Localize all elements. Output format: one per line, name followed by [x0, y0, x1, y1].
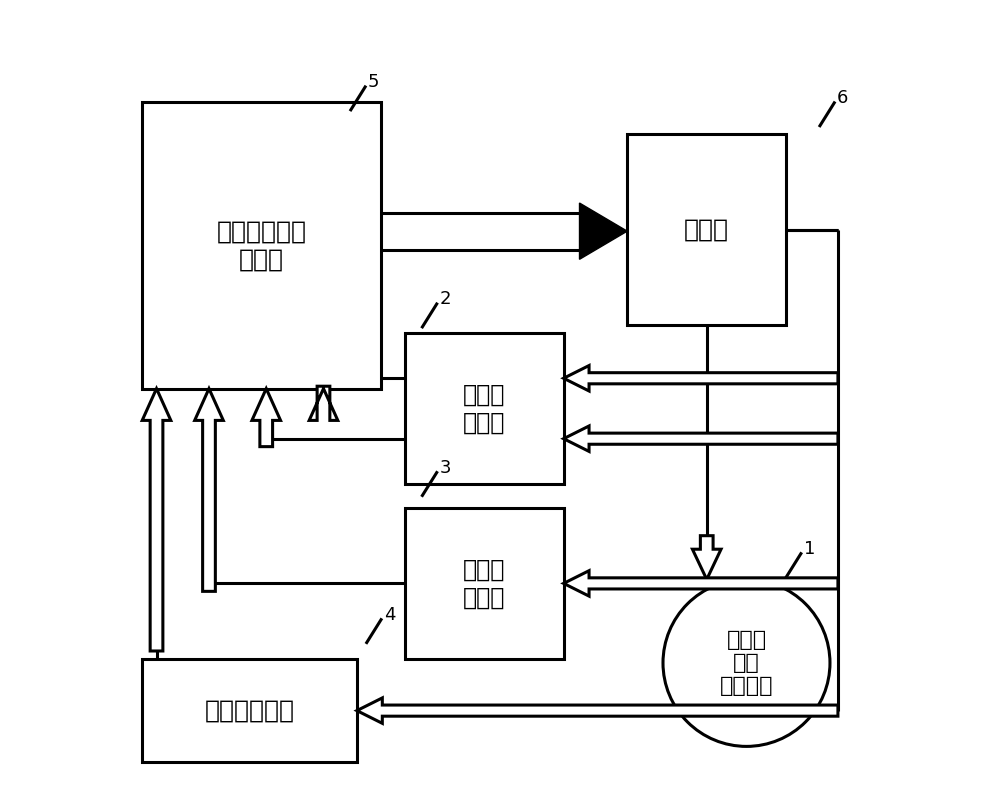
Text: 3: 3 [440, 459, 451, 477]
Text: 4: 4 [384, 606, 395, 624]
Bar [405, 333, 564, 484]
Bar [627, 134, 786, 325]
Bar [142, 659, 357, 762]
Text: 逆变器: 逆变器 [684, 218, 729, 242]
Text: 电流检
测模块: 电流检 测模块 [463, 383, 505, 434]
Polygon shape [580, 203, 627, 260]
Polygon shape [195, 388, 223, 591]
Bar [405, 508, 564, 659]
Circle shape [663, 579, 830, 747]
Polygon shape [564, 366, 838, 391]
Text: 6: 6 [837, 89, 849, 107]
Text: 电压检
测模块: 电压检 测模块 [463, 557, 505, 609]
Polygon shape [564, 570, 838, 596]
Polygon shape [692, 536, 721, 579]
Text: 2: 2 [440, 290, 451, 308]
Bar [142, 103, 381, 388]
Polygon shape [252, 388, 281, 447]
Polygon shape [564, 426, 838, 451]
Text: 5: 5 [368, 74, 380, 91]
Text: 直轴电流恒定
控制器: 直轴电流恒定 控制器 [216, 219, 306, 271]
Polygon shape [142, 388, 171, 651]
Text: 内嵌式
永磁
同步电机: 内嵌式 永磁 同步电机 [720, 629, 773, 696]
Text: 速度检测模块: 速度检测模块 [205, 699, 295, 722]
Polygon shape [309, 386, 338, 421]
Text: 1: 1 [804, 540, 815, 558]
Polygon shape [357, 698, 838, 723]
